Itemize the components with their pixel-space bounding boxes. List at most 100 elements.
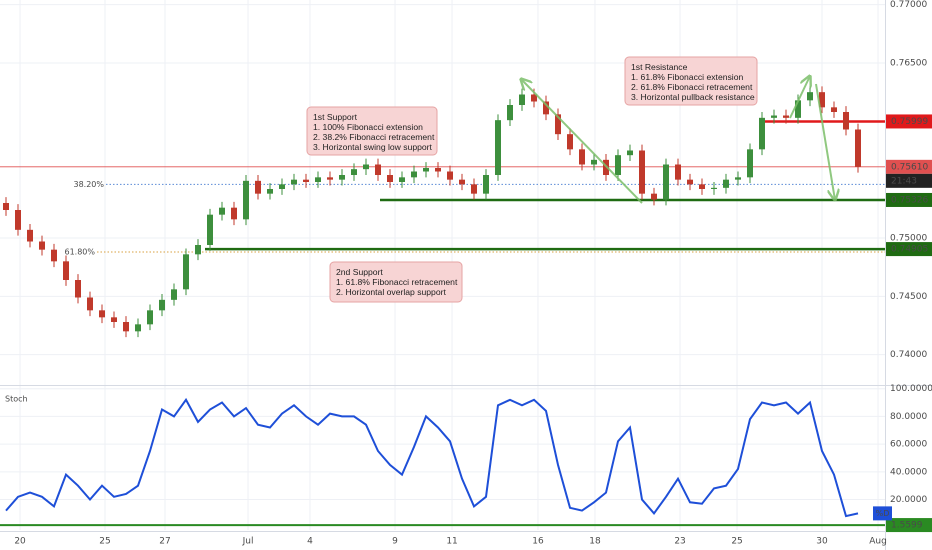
candle-body <box>435 168 441 172</box>
candle-body <box>795 100 801 118</box>
stoch-level-label: 1.5599 <box>891 521 923 531</box>
candle-body <box>831 107 837 112</box>
annotation-text: 1st Support <box>313 112 358 122</box>
x-tick-label: 25 <box>99 537 110 547</box>
candle-body <box>135 324 141 332</box>
candle-body <box>183 254 189 290</box>
candle-body <box>159 299 165 311</box>
candle-body <box>651 193 657 200</box>
candle-body <box>627 150 633 156</box>
candle-body <box>339 175 345 180</box>
candle-body <box>315 177 321 182</box>
candle-body <box>735 177 741 180</box>
candle-body <box>327 177 333 180</box>
x-tick-label: 11 <box>446 537 457 547</box>
candle-body <box>783 115 789 118</box>
candle-body <box>87 297 93 311</box>
stoch-line <box>5 397 859 518</box>
candle-body <box>771 115 777 118</box>
annotation-text: 1. 100% Fibonacci extension <box>313 122 423 132</box>
annotation-text: 2. 61.8% Fibonacci retracement <box>631 82 753 92</box>
candle-body <box>111 317 117 322</box>
candle-body <box>171 289 177 300</box>
level-label-bg <box>886 114 932 129</box>
fib-label: 61.80% <box>64 248 95 257</box>
candle-body <box>279 184 285 189</box>
candle-body <box>447 171 453 180</box>
levels: 38.20% 61.80% <box>0 120 885 257</box>
annotation-box <box>329 261 463 303</box>
stoch-pane <box>0 397 885 527</box>
countdown-bg <box>886 173 932 188</box>
candles <box>3 86 861 338</box>
legend-tag: %D <box>876 509 890 518</box>
candle-body <box>663 164 669 200</box>
candle-body <box>15 210 21 230</box>
annotations: 1st Support 1. 100% Fibonacci extension … <box>306 56 758 303</box>
arrow <box>521 79 643 204</box>
x-tick-label: 25 <box>731 537 742 547</box>
candle-body <box>567 134 573 150</box>
y-tick-label: 20.0000 <box>890 495 927 505</box>
arrow <box>815 83 835 200</box>
candle-body <box>507 105 513 121</box>
y-tick-label: 0.76500 <box>890 59 927 69</box>
legend-tag-bg <box>873 506 892 521</box>
y-tick-label: 0.77000 <box>890 0 927 10</box>
candle-body <box>3 203 9 210</box>
x-tick-label: 18 <box>589 537 601 547</box>
candle-body <box>483 175 489 194</box>
countdown-label: 21:43 <box>891 176 917 186</box>
candle-body <box>267 189 273 194</box>
candle-body <box>99 310 105 318</box>
candle-body <box>387 175 393 182</box>
candle-body <box>579 149 585 165</box>
candle-body <box>27 229 33 242</box>
candle-body <box>363 164 369 170</box>
annotation-text: 1. 61.8% Fibonacci extension <box>631 72 743 82</box>
level-label-bg <box>886 192 932 207</box>
candle-body <box>291 179 297 185</box>
annotation-box <box>624 56 758 106</box>
candle-body <box>843 112 849 130</box>
level-label: 0.75326 <box>891 195 928 205</box>
candle-body <box>759 117 765 150</box>
candle-body <box>75 280 81 298</box>
y-tick-label: 80.0000 <box>890 412 927 422</box>
x-tick-label: 9 <box>392 537 398 547</box>
candle-body <box>459 179 465 185</box>
level-label: 0.74905 <box>891 245 928 255</box>
candle-body <box>39 241 45 250</box>
x-tick-label: 30 <box>816 537 828 547</box>
candle-body <box>711 187 717 189</box>
stoch-level-bg <box>886 518 932 533</box>
candle-body <box>303 179 309 182</box>
candle-body <box>675 164 681 180</box>
candle-body <box>423 168 429 172</box>
arrows <box>521 76 835 204</box>
candle-body <box>51 249 57 262</box>
candle-body <box>855 129 861 167</box>
candle-body <box>207 214 213 245</box>
annotation-text: 2nd Support <box>336 267 383 277</box>
annotation-text: 3. Horizontal pullback resistance <box>631 92 755 102</box>
annotation-box <box>306 106 438 156</box>
candle-body <box>147 310 153 325</box>
candle-body <box>543 101 549 115</box>
candle-body <box>219 207 225 215</box>
stoch-title: Stoch <box>5 395 28 404</box>
candle-body <box>723 179 729 188</box>
annotation-text: 2. Horizontal overlap support <box>336 287 446 297</box>
x-tick-label: 27 <box>159 537 170 547</box>
y-tick-label: 0.75000 <box>890 234 927 244</box>
candle-body <box>495 120 501 175</box>
x-tick-label: Jul <box>242 537 254 547</box>
candle-body <box>411 171 417 178</box>
candle-body <box>615 155 621 175</box>
x-tick-label: Aug <box>869 537 887 547</box>
candle-body <box>687 179 693 185</box>
y-tick-label: 60.0000 <box>890 440 927 450</box>
candle-body <box>699 184 705 189</box>
candle-body <box>531 94 537 102</box>
